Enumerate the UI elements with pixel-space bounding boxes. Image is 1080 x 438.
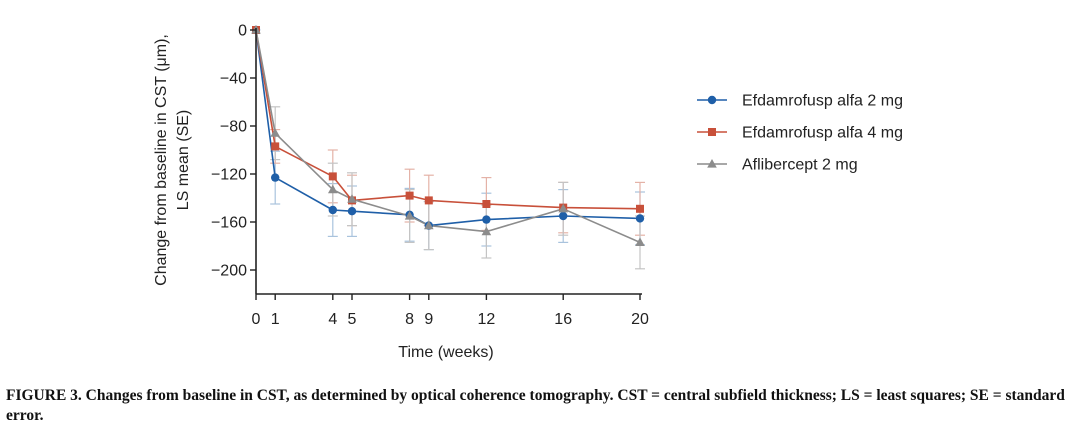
- x-tick-label: 0: [252, 311, 261, 328]
- data-point: [424, 220, 434, 230]
- data-point: [404, 211, 415, 220]
- x-axis-title: Time (weeks): [398, 344, 493, 361]
- data-point: [405, 191, 414, 200]
- data-point: [559, 211, 568, 221]
- data-point: [636, 204, 644, 213]
- y-tick-label: −80: [220, 119, 247, 136]
- y-axis-title-line2: LS mean (SE): [175, 110, 192, 210]
- x-tick-label: 4: [328, 311, 337, 328]
- data-point: [347, 194, 357, 203]
- data-point: [482, 215, 491, 224]
- x-tick-label: 1: [271, 311, 280, 328]
- x-tick-label: 16: [554, 311, 572, 328]
- data-point: [328, 205, 337, 215]
- y-tick-label: −200: [211, 263, 247, 280]
- data-point: [271, 142, 280, 151]
- error-bars: [270, 106, 645, 270]
- data-point: [328, 172, 337, 181]
- data-point: [328, 184, 338, 194]
- x-tick-label: 5: [348, 311, 357, 328]
- data-point: [271, 173, 280, 182]
- data-point: [270, 128, 280, 137]
- series-line-3: [255, 29, 641, 244]
- x-tick-label: 8: [405, 311, 414, 328]
- x-tick-label: 20: [631, 311, 649, 328]
- data-point: [635, 214, 645, 223]
- y-axis-title-line1: Change from baseline in CST (μm),: [153, 34, 170, 286]
- data-point: [424, 196, 433, 205]
- y-tick-label: −160: [211, 215, 247, 232]
- legend-marker: [707, 95, 717, 105]
- legend-label: Aflibercept 2 mg: [742, 157, 858, 174]
- figure-caption: FIGURE 3. Changes from baseline in CST, …: [6, 387, 1065, 424]
- legend-marker: [708, 128, 716, 136]
- data-point: [482, 200, 491, 208]
- legend-label: Efdamrofusp alfa 4 mg: [742, 125, 903, 142]
- series-lines: [255, 29, 641, 244]
- x-tick-label: 9: [424, 311, 433, 328]
- series-line-2: [255, 29, 641, 210]
- series-markers: [251, 25, 645, 246]
- legend: Efdamrofusp alfa 2 mg Efdamrofusp alfa 4 …: [697, 93, 903, 174]
- y-tick-label: −40: [220, 71, 247, 88]
- data-point: [635, 237, 645, 246]
- data-point: [481, 226, 492, 236]
- legend-label: Efdamrofusp alfa 2 mg: [742, 93, 903, 110]
- data-point: [347, 207, 357, 216]
- series-line-1: [255, 29, 641, 227]
- legend-marker: [707, 159, 717, 168]
- x-tick-label: 12: [478, 311, 496, 328]
- data-point: [558, 203, 568, 213]
- y-tick-label: 0: [238, 23, 247, 40]
- y-tick-label: −120: [211, 167, 247, 184]
